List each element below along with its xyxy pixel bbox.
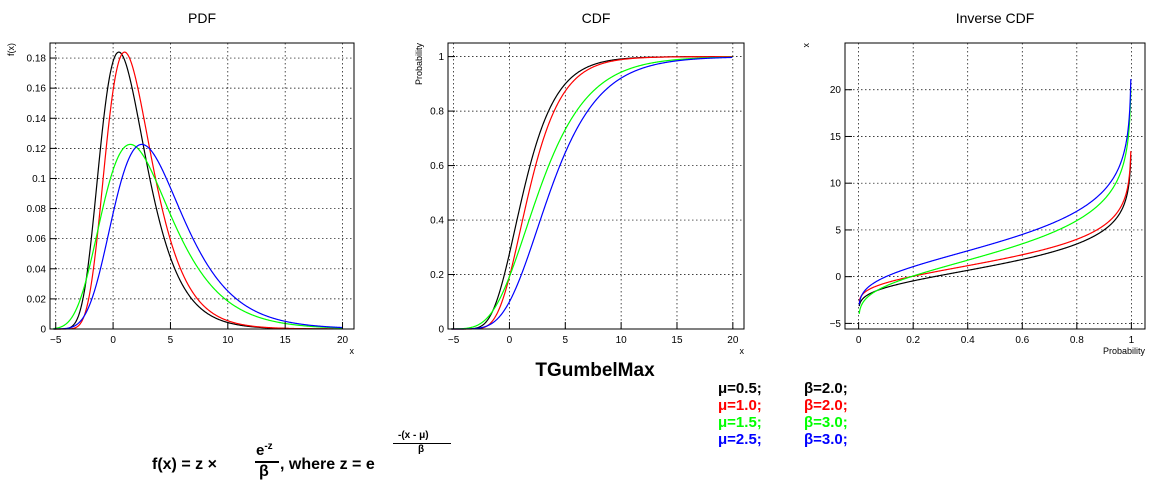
formula-num-base: e xyxy=(256,442,265,459)
legend-beta-0: β=2.0; xyxy=(804,380,848,397)
pdf-ytick-label-1: 0.02 xyxy=(27,294,47,305)
pdf-xtick-label-5: 20 xyxy=(337,335,349,346)
cdf-xtick-label-1: 0 xyxy=(507,335,513,346)
cdf-frame xyxy=(447,42,745,330)
cdf-xtick-label-3: 10 xyxy=(616,335,628,346)
inverse-cdf-xtick-label-5: 1 xyxy=(1129,335,1135,346)
inverse-cdf-series-3 xyxy=(858,79,1132,305)
inverse-cdf-xtick-label-2: 0.4 xyxy=(961,335,975,346)
pdf-ytick-label-0: 0 xyxy=(40,325,46,336)
cdf-ytick-label-4: 0.8 xyxy=(430,107,444,118)
pdf-xtick-label-0: −5 xyxy=(50,335,62,346)
cdf-xtick-label-5: 20 xyxy=(727,335,739,346)
formula-exp-numerator: -(x - μ) xyxy=(398,430,429,441)
cdf-xtick-label-0: −5 xyxy=(448,335,460,346)
cdf-xtick-label-2: 5 xyxy=(563,335,569,346)
inverse-cdf-xlabel: Probability xyxy=(1103,346,1146,356)
cdf-ylabel: Probability xyxy=(414,43,424,86)
legend-beta-2: β=3.0; xyxy=(804,414,848,431)
cdf-ytick-label-5: 1 xyxy=(438,52,444,63)
inverse-cdf-ytick-label-4: 15 xyxy=(830,132,842,143)
inverse-cdf-ylabel: x xyxy=(801,43,811,48)
pdf-ytick-label-7: 0.14 xyxy=(27,114,47,125)
pdf-xtick-label-1: 0 xyxy=(110,335,116,346)
pdf-series-2 xyxy=(53,143,342,330)
pdf-ytick-label-9: 0.18 xyxy=(27,54,47,65)
pdf-series-3 xyxy=(53,143,342,330)
formula-num-exp: -z xyxy=(264,441,273,452)
inverse-cdf-ytick-label-0: −5 xyxy=(830,319,842,330)
legend-mu-column: μ=0.5; μ=1.0; μ=1.5; μ=2.5; xyxy=(718,380,762,448)
cdf-ytick-label-2: 0.4 xyxy=(430,216,444,227)
formula-where: , where z = e xyxy=(280,456,375,473)
pdf-ytick-label-2: 0.04 xyxy=(27,264,47,275)
cdf-xlabel: x xyxy=(740,346,745,356)
pdf-ytick-label-5: 0.1 xyxy=(32,174,46,185)
cdf-title: CDF xyxy=(581,10,611,26)
pdf-ytick-label-8: 0.16 xyxy=(27,84,47,95)
formula-lhs: f(x) = z × xyxy=(152,456,217,473)
inverse-cdf-frame xyxy=(844,42,1146,330)
pdf-xlabel: x xyxy=(350,346,355,356)
inverse-cdf-ytick-label-3: 10 xyxy=(830,179,842,190)
cdf-ytick-label-0: 0 xyxy=(438,325,444,336)
pdf-xtick-label-3: 10 xyxy=(222,335,234,346)
main-title: TGumbelMax xyxy=(535,360,655,381)
legend-mu-1: μ=1.0; xyxy=(718,397,762,414)
inverse-cdf-ytick-label-5: 20 xyxy=(830,85,842,96)
legend-beta-3: β=3.0; xyxy=(804,431,848,448)
inverse-cdf-title: Inverse CDF xyxy=(955,10,1035,26)
cdf-ytick-label-1: 0.2 xyxy=(430,270,444,281)
inverse-cdf-ytick-label-2: 5 xyxy=(835,225,841,236)
pdf-xtick-label-2: 5 xyxy=(168,335,174,346)
legend-mu-2: μ=1.5; xyxy=(718,414,762,431)
formula-denominator: β xyxy=(259,463,269,480)
inverse-cdf-series-0 xyxy=(858,155,1132,307)
inverse-cdf-series-1 xyxy=(858,151,1132,302)
legend-mu-3: μ=2.5; xyxy=(718,431,762,448)
inverse-cdf-ytick-label-1: 0 xyxy=(835,272,841,283)
cdf-series-1 xyxy=(451,56,733,330)
pdf-ytick-label-4: 0.08 xyxy=(27,204,47,215)
pdf-ylabel: f(x) xyxy=(6,43,16,56)
inverse-cdf-xtick-label-1: 0.2 xyxy=(906,335,920,346)
pdf-ytick-label-3: 0.06 xyxy=(27,234,47,245)
inverse-cdf-xtick-label-3: 0.6 xyxy=(1015,335,1029,346)
pdf-title: PDF xyxy=(188,10,216,26)
legend-beta-column: β=2.0; β=2.0; β=3.0; β=3.0; xyxy=(804,380,848,448)
formula-exp-denominator: β xyxy=(418,444,425,455)
pdf-xtick-label-4: 15 xyxy=(280,335,292,346)
formula-exp-bar xyxy=(393,443,451,444)
legend-beta-1: β=2.0; xyxy=(804,397,848,414)
inverse-cdf-xtick-label-4: 0.8 xyxy=(1070,335,1084,346)
pdf-ytick-label-6: 0.12 xyxy=(27,144,47,155)
cdf-series-3 xyxy=(451,56,733,330)
cdf-series-2 xyxy=(451,56,733,330)
legend-mu-0: μ=0.5; xyxy=(718,380,762,397)
cdf-xtick-label-4: 15 xyxy=(671,335,683,346)
formula-numerator: e-z xyxy=(256,441,273,459)
formula-fraction-bar xyxy=(255,461,279,463)
inverse-cdf-xtick-label-0: 0 xyxy=(856,335,862,346)
cdf-ytick-label-3: 0.6 xyxy=(430,161,444,172)
inverse-cdf-series-2 xyxy=(858,88,1132,314)
pdf-frame xyxy=(49,42,355,330)
